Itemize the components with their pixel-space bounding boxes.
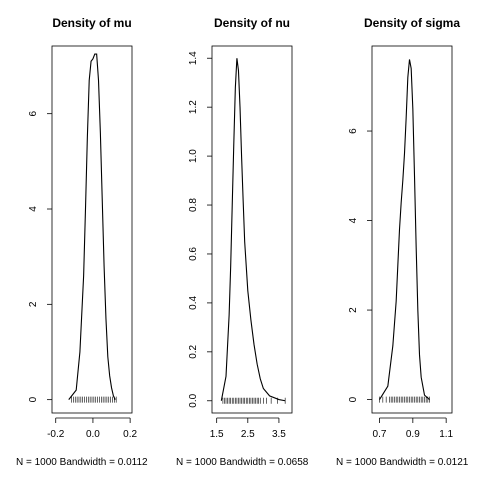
panel-sigma: Density of sigma 0 2 4 6 0.7 0.9 1.1 N = 1000… — [336, 16, 469, 468]
x-axis: -0.2 0.0 0.2 — [47, 417, 138, 440]
y-tick-label: 1.4 — [188, 51, 199, 65]
panel-nu: Density of nu 0.0 0.2 0.4 0.6 0.8 1.0 1.2 1.4 1… — [176, 16, 309, 468]
x-tick-label: -0.2 — [47, 429, 65, 440]
panel-title: Density of mu — [52, 16, 131, 30]
rug-marks — [379, 396, 430, 403]
panel-title: Density of sigma — [364, 16, 460, 30]
panel-title: Density of nu — [214, 16, 290, 30]
x-tick-label: 0.0 — [86, 429, 100, 440]
x-axis-label: N = 1000 Bandwidth = 0.0658 — [176, 457, 309, 468]
x-tick-label: 0.7 — [373, 429, 387, 440]
plot-frame — [371, 45, 453, 414]
density-curve — [68, 53, 116, 400]
density-curve — [379, 59, 430, 400]
y-tick-label: 0.0 — [188, 393, 199, 407]
x-tick-label: 2.5 — [241, 429, 255, 440]
x-axis-label: N = 1000 Bandwidth = 0.0121 — [336, 457, 469, 468]
x-tick-label: 0.2 — [123, 429, 137, 440]
x-tick-label: 3.5 — [272, 429, 286, 440]
rug-marks — [71, 396, 117, 403]
y-tick-label: 6 — [348, 128, 359, 134]
panel-mu: Density of mu 0 2 4 6 -0.2 0.0 0.2 N = 1000 B… — [16, 16, 148, 468]
x-axis: 1.5 2.5 3.5 — [210, 417, 286, 440]
y-tick-label: 6 — [28, 110, 39, 116]
y-tick-label: 4 — [28, 206, 39, 212]
y-tick-label: 0 — [348, 396, 359, 402]
plot-frame — [51, 45, 133, 414]
x-tick-label: 1.5 — [210, 429, 224, 440]
density-curve — [220, 58, 286, 402]
y-axis: 0 2 4 6 — [28, 110, 52, 402]
y-tick-label: 4 — [348, 217, 359, 223]
y-tick-label: 0 — [28, 396, 39, 402]
rug-marks — [222, 397, 286, 404]
y-tick-label: 0.2 — [188, 344, 199, 358]
y-tick-label: 2 — [348, 307, 359, 313]
y-axis: 0 2 4 6 — [348, 128, 372, 402]
y-tick-label: 2 — [28, 301, 39, 307]
y-tick-label: 1.2 — [188, 100, 199, 114]
y-axis: 0.0 0.2 0.4 0.6 0.8 1.0 1.2 1.4 — [188, 51, 212, 408]
x-axis-label: N = 1000 Bandwidth = 0.0112 — [16, 457, 148, 468]
y-tick-label: 0.8 — [188, 198, 199, 212]
y-tick-label: 1.0 — [188, 149, 199, 163]
x-axis: 0.7 0.9 1.1 — [373, 417, 454, 440]
y-tick-label: 0.6 — [188, 247, 199, 261]
plot-frame — [211, 45, 293, 414]
x-tick-label: 0.9 — [406, 429, 420, 440]
y-tick-label: 0.4 — [188, 296, 199, 310]
x-tick-label: 1.1 — [439, 429, 453, 440]
